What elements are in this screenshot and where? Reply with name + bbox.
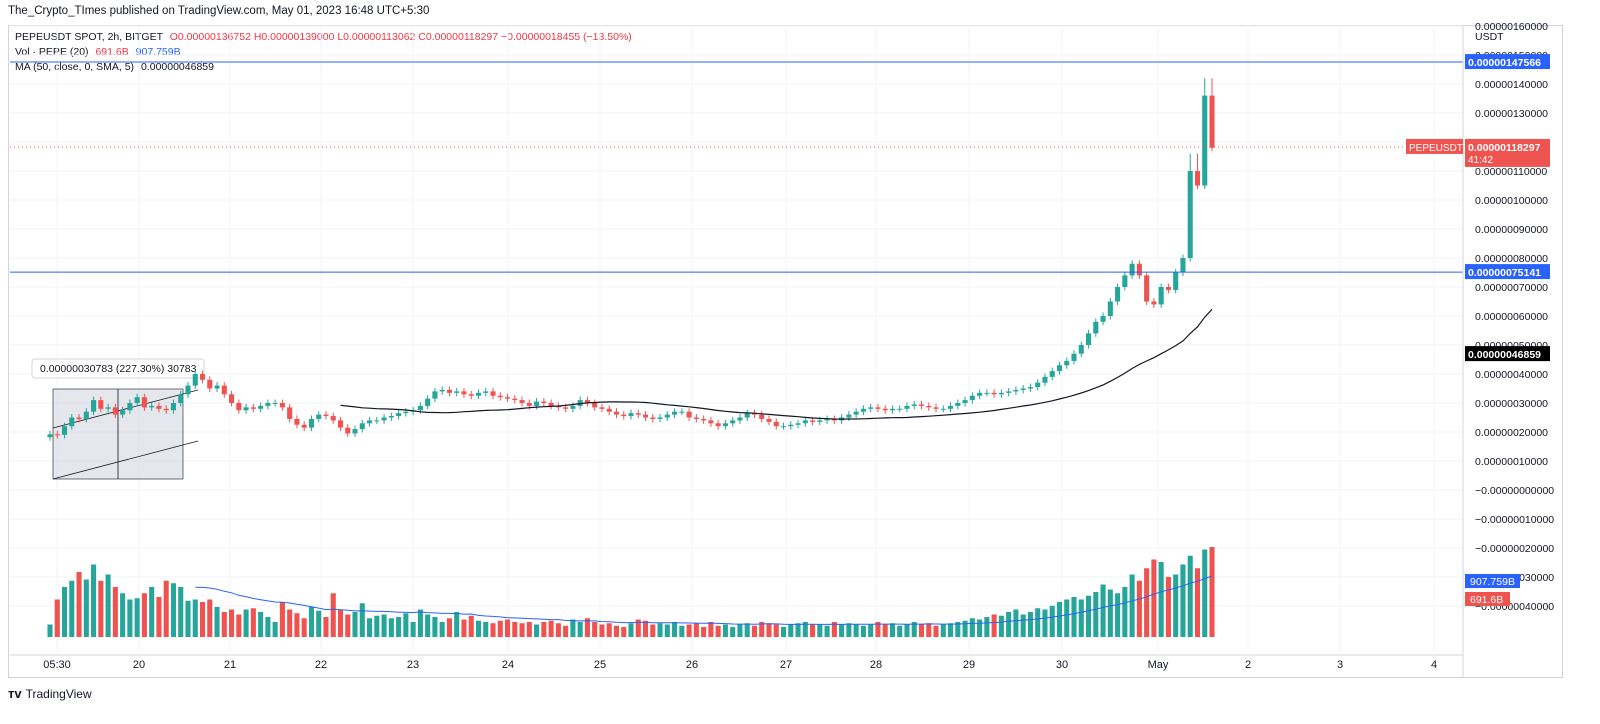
ma-value: 0.00000046859 [140,61,214,73]
volume-label: Vol · PEPE (20) [15,46,89,58]
volume-value-1: 691.6B [95,46,129,58]
tradingview-logo[interactable]: ᴛᴠ TradingView [8,686,92,701]
chart-frame [8,25,1563,678]
volume-legend: Vol · PEPE (20) 691.6B 907.759B [15,46,181,58]
tradingview-logo-icon: ᴛᴠ [8,686,22,701]
symbol-legend: PEPEUSDT SPOT, 2h, BITGET O0.00000136752… [15,31,632,43]
ohlc-values: O0.00000136752 H0.00000139000 L0.0000011… [169,31,632,43]
ma-legend: MA (50, close, 0, SMA, 5) 0.00000046859 [15,61,214,73]
symbol-label: PEPEUSDT SPOT, 2h, BITGET [15,31,163,43]
tradingview-brand: TradingView [25,686,92,701]
volume-value-2: 907.759B [135,46,181,58]
publish-caption: The_Crypto_TImes published on TradingVie… [8,5,430,17]
ma-label: MA (50, close, 0, SMA, 5) [15,61,135,73]
